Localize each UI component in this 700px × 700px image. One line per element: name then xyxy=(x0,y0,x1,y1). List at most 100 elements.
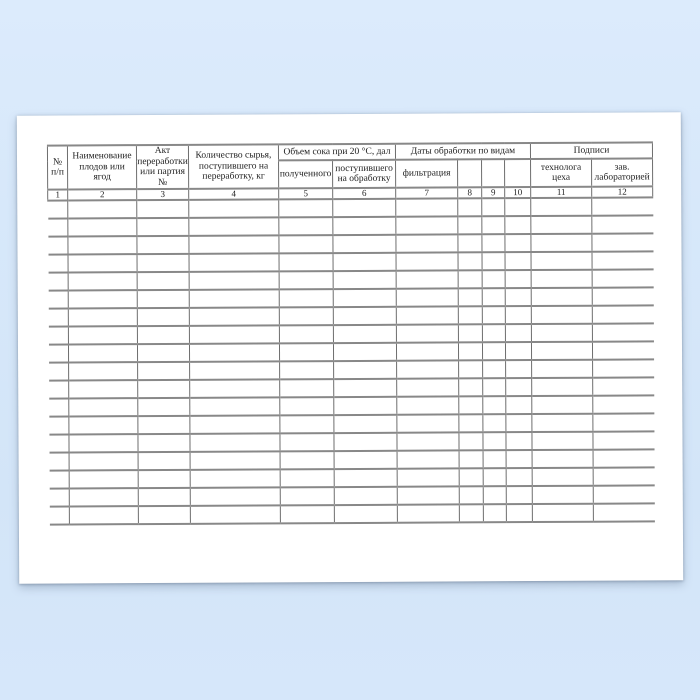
empty-cell xyxy=(67,236,138,255)
empty-cell xyxy=(395,234,459,253)
empty-cell xyxy=(189,343,280,362)
empty-cell xyxy=(530,233,592,253)
empty-cell xyxy=(68,344,138,363)
empty-cell xyxy=(531,323,593,343)
empty-cell xyxy=(593,485,655,504)
col-header-raw-material-qty: Количество сырья, поступившего на перера… xyxy=(188,144,279,189)
empty-cell xyxy=(47,200,68,219)
empty-cell xyxy=(458,396,483,415)
col-header-processing-act: Акт переработки или партия № xyxy=(136,144,189,190)
column-number: 4 xyxy=(188,188,279,200)
empty-cell xyxy=(68,416,138,435)
empty-cell xyxy=(188,199,279,218)
empty-cell xyxy=(396,360,459,379)
empty-cell xyxy=(397,450,460,469)
empty-cell xyxy=(333,378,397,398)
empty-cell xyxy=(531,359,593,379)
empty-cell xyxy=(458,324,483,343)
empty-cell xyxy=(482,270,506,289)
empty-cell xyxy=(396,324,459,343)
empty-cell xyxy=(48,308,69,327)
empty-cell xyxy=(532,485,594,505)
empty-cell xyxy=(592,287,654,306)
empty-cell xyxy=(396,378,459,397)
column-number: 11 xyxy=(530,186,592,199)
subheader-technologist: технолога цеха xyxy=(530,159,592,188)
empty-cell xyxy=(68,398,138,417)
empty-cell xyxy=(278,235,334,254)
empty-cell xyxy=(69,488,139,507)
empty-cell xyxy=(505,360,532,379)
subheader-blank-9 xyxy=(481,159,505,188)
empty-cell xyxy=(137,379,190,399)
empty-cell xyxy=(397,486,460,505)
empty-cell xyxy=(190,505,281,524)
empty-cell xyxy=(505,324,532,343)
empty-cell xyxy=(137,307,190,327)
empty-cell xyxy=(68,380,138,399)
empty-cell xyxy=(459,486,484,505)
empty-cell xyxy=(48,434,70,453)
empty-cell xyxy=(68,272,138,291)
empty-cell xyxy=(532,467,594,487)
empty-cell xyxy=(530,197,592,217)
empty-cell xyxy=(504,234,532,253)
empty-cell xyxy=(457,198,482,217)
empty-cell xyxy=(332,234,397,254)
empty-cell xyxy=(67,200,137,219)
empty-cell xyxy=(458,306,483,325)
empty-cell xyxy=(506,468,533,487)
empty-cell xyxy=(137,289,190,309)
empty-cell xyxy=(458,378,483,397)
empty-cell xyxy=(279,433,335,452)
empty-cell xyxy=(136,199,189,219)
empty-cell xyxy=(137,361,190,381)
empty-cell xyxy=(48,326,69,345)
empty-cell xyxy=(506,486,533,505)
empty-cell xyxy=(396,270,459,289)
empty-cell xyxy=(48,272,69,291)
juice-processing-log-table: № п/п Наименование плодов или ягод Акт п… xyxy=(47,141,655,525)
empty-cell xyxy=(593,467,655,486)
empty-cell xyxy=(280,505,335,524)
empty-cell xyxy=(137,397,190,417)
column-number: 9 xyxy=(481,187,505,199)
empty-cell xyxy=(458,288,483,307)
empty-cell xyxy=(333,252,397,272)
empty-cell xyxy=(280,469,335,488)
group-header-processing-dates: Даты обработки по видам xyxy=(395,143,531,161)
empty-cell xyxy=(334,468,398,488)
empty-cell xyxy=(505,306,532,325)
empty-cell xyxy=(278,199,333,218)
empty-cell xyxy=(504,198,531,217)
empty-cell xyxy=(48,290,69,309)
empty-cell xyxy=(458,252,483,271)
empty-cell xyxy=(397,468,460,487)
empty-cell xyxy=(279,289,334,308)
empty-cell xyxy=(483,450,507,469)
subheader-received: полученного xyxy=(278,160,333,189)
empty-cell xyxy=(188,217,279,236)
empty-cell xyxy=(334,450,398,470)
empty-cell xyxy=(189,307,280,326)
empty-cell xyxy=(189,289,280,308)
empty-cell xyxy=(592,413,654,432)
empty-cell xyxy=(531,395,593,415)
empty-cell xyxy=(48,398,69,417)
empty-cell xyxy=(482,252,506,271)
column-number: 7 xyxy=(395,187,458,199)
empty-cell xyxy=(68,434,139,453)
empty-cell xyxy=(530,215,592,235)
empty-cell xyxy=(458,360,483,379)
empty-cell xyxy=(505,396,532,415)
empty-cell xyxy=(396,414,459,433)
empty-cell xyxy=(592,305,654,324)
empty-cell xyxy=(189,379,280,398)
empty-cell xyxy=(592,269,654,288)
empty-cell xyxy=(592,395,654,414)
empty-cell xyxy=(136,235,190,255)
empty-cell xyxy=(593,449,655,468)
empty-cell xyxy=(482,432,507,451)
empty-cell xyxy=(333,342,397,362)
